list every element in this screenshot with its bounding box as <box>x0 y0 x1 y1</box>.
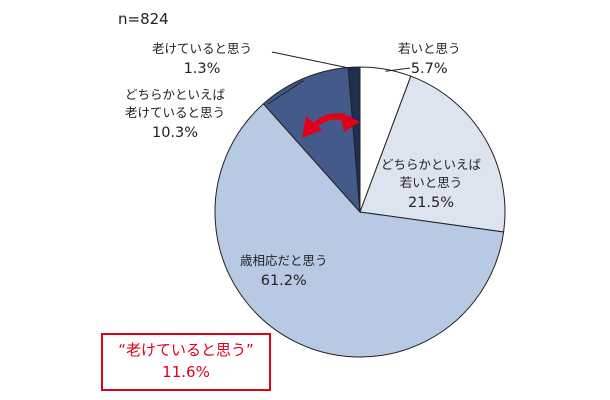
sample-size-label: n=824 <box>118 10 169 28</box>
slice-label-wakai: 若いと思う 5.7% <box>398 40 461 78</box>
callout-value: 11.6% <box>162 363 210 381</box>
slice-label-fukete: 老けていると思う 1.3% <box>152 40 252 78</box>
arrow-head-right <box>340 112 360 132</box>
pie-slice-1 <box>359 75 506 233</box>
arrow-head-left <box>302 116 322 138</box>
pie-slices <box>214 66 506 358</box>
callout-box: “老けていると思う” 11.6% <box>101 333 271 391</box>
slice-label-pct: 61.2% <box>260 273 307 289</box>
leader-line <box>385 67 411 72</box>
slice-label-name: どちらかといえば 若いと思う <box>381 157 482 190</box>
slice-label-name: 老けていると思う <box>152 41 253 56</box>
slice-label-dochira-fukete: どちらかといえば 老けていると思う 10.3% <box>125 86 225 142</box>
slice-label-dochira-wakai: どちらかといえば 若いと思う 21.5% <box>381 156 481 212</box>
pie-slice-2 <box>214 103 505 358</box>
callout-title: “老けていると思う” <box>118 341 254 359</box>
slice-label-pct: 1.3% <box>183 61 221 77</box>
double-arrow-icon <box>302 112 360 138</box>
slice-label-name: 若いと思う <box>398 41 461 56</box>
slice-label-toshi-soou: 歳相応だと思う 61.2% <box>240 252 328 290</box>
slice-label-pct: 21.5% <box>407 195 455 211</box>
slice-label-pct: 5.7% <box>410 61 448 77</box>
slice-label-pct: 10.3% <box>151 125 199 141</box>
slice-label-name: どちらかといえば 老けていると思う <box>125 87 226 120</box>
leader-line <box>267 80 304 105</box>
leader-lines <box>267 51 411 105</box>
leader-line <box>271 51 355 70</box>
pie-slice-3 <box>262 66 361 214</box>
slice-label-name: 歳相応だと思う <box>240 253 328 268</box>
